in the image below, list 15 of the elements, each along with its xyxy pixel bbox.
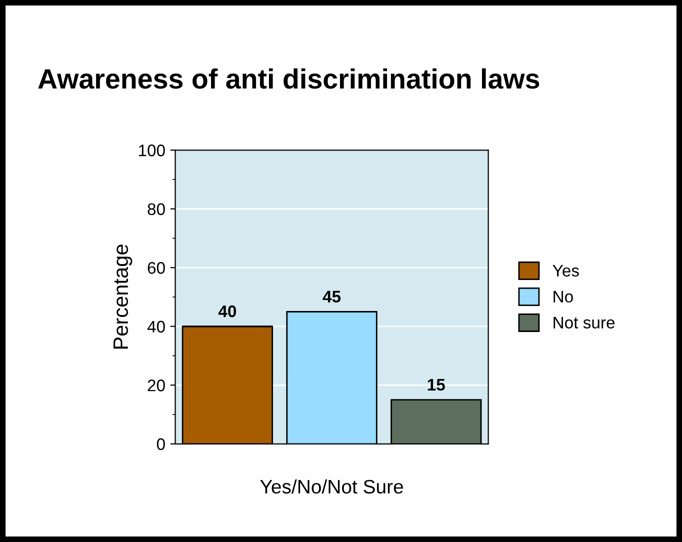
y-tick-label: 0 (156, 438, 165, 450)
y-axis-title: Percentage (114, 244, 132, 349)
legend-label: Not sure (554, 316, 615, 328)
legend-label: Yes (552, 264, 579, 277)
y-tick-label: 80 (148, 203, 165, 216)
x-axis-title: Yes/No/Not Sure (260, 479, 403, 494)
y-tick-label: 20 (148, 380, 165, 392)
chart-title: Awareness of anti discrimination laws (38, 68, 540, 89)
y-tick-label: 100 (139, 144, 165, 156)
y-tick-label: 40 (147, 320, 165, 333)
y-tick-label: 60 (148, 262, 165, 274)
data-label: 40 (218, 305, 236, 318)
data-label: 15 (428, 379, 445, 391)
data-label: 45 (322, 290, 341, 303)
legend-label: No (554, 290, 573, 303)
